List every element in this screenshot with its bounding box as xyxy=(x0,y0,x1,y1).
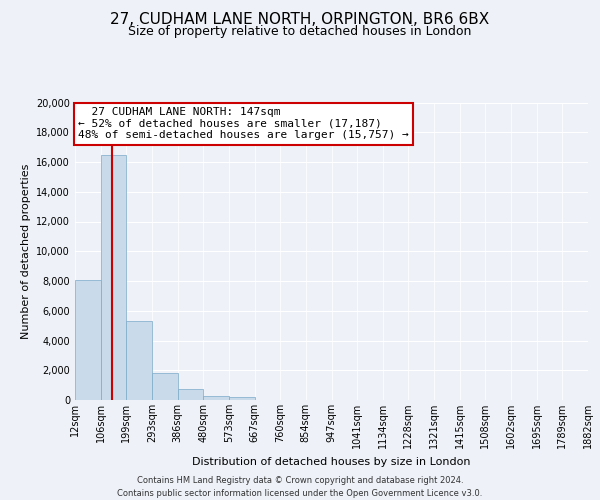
X-axis label: Distribution of detached houses by size in London: Distribution of detached houses by size … xyxy=(192,456,471,466)
Bar xyxy=(75,280,101,400)
Bar xyxy=(178,389,203,400)
Bar xyxy=(229,397,254,400)
Text: 27 CUDHAM LANE NORTH: 147sqm
← 52% of detached houses are smaller (17,187)
48% o: 27 CUDHAM LANE NORTH: 147sqm ← 52% of de… xyxy=(78,107,409,140)
Text: 27, CUDHAM LANE NORTH, ORPINGTON, BR6 6BX: 27, CUDHAM LANE NORTH, ORPINGTON, BR6 6B… xyxy=(110,12,490,28)
Bar xyxy=(127,321,152,400)
Bar xyxy=(203,396,229,400)
Y-axis label: Number of detached properties: Number of detached properties xyxy=(21,164,31,339)
Bar xyxy=(101,154,127,400)
Text: Size of property relative to detached houses in London: Size of property relative to detached ho… xyxy=(128,25,472,38)
Text: Contains HM Land Registry data © Crown copyright and database right 2024.
Contai: Contains HM Land Registry data © Crown c… xyxy=(118,476,482,498)
Bar xyxy=(152,373,178,400)
